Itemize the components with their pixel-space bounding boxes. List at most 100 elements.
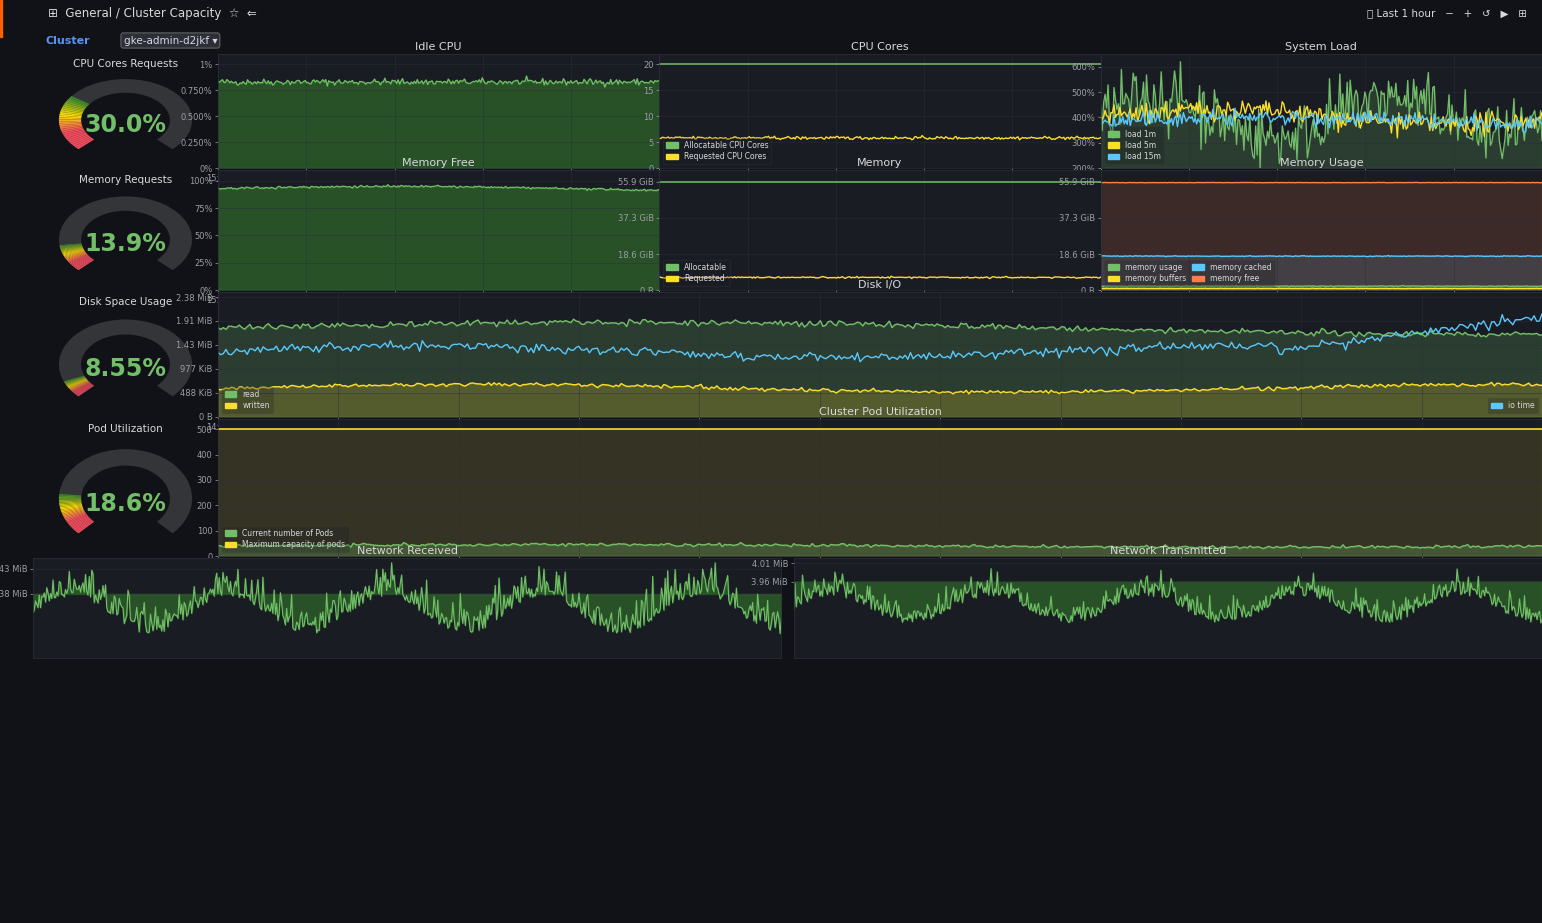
Wedge shape <box>63 376 85 382</box>
Wedge shape <box>74 384 91 393</box>
Wedge shape <box>62 128 83 135</box>
Wedge shape <box>68 380 88 389</box>
Wedge shape <box>69 380 88 390</box>
Wedge shape <box>69 255 88 264</box>
Title: Network Transmitted: Network Transmitted <box>1110 545 1226 556</box>
Wedge shape <box>63 249 85 256</box>
Wedge shape <box>59 319 193 396</box>
Wedge shape <box>60 246 83 251</box>
Legend: io time: io time <box>1488 398 1539 414</box>
Wedge shape <box>59 500 82 503</box>
Wedge shape <box>62 106 83 112</box>
Wedge shape <box>72 137 91 146</box>
Wedge shape <box>60 246 82 250</box>
Wedge shape <box>59 197 193 270</box>
Wedge shape <box>59 79 193 150</box>
Text: 30.0%: 30.0% <box>85 113 167 137</box>
Wedge shape <box>59 114 82 117</box>
Wedge shape <box>68 379 88 388</box>
Wedge shape <box>76 384 93 394</box>
Wedge shape <box>62 247 83 253</box>
Wedge shape <box>63 251 85 257</box>
Wedge shape <box>69 516 88 525</box>
Text: ⊞  General / Cluster Capacity  ☆  ⇐: ⊞ General / Cluster Capacity ☆ ⇐ <box>48 7 258 20</box>
Legend: Current number of Pods, Maximum capacity of pods: Current number of Pods, Maximum capacity… <box>222 526 348 552</box>
Wedge shape <box>59 497 82 498</box>
Wedge shape <box>59 117 82 120</box>
Wedge shape <box>71 381 89 390</box>
Text: Pod Utilization: Pod Utilization <box>88 425 163 435</box>
Wedge shape <box>60 112 82 116</box>
Text: Cluster: Cluster <box>45 35 89 45</box>
Wedge shape <box>65 378 86 385</box>
Wedge shape <box>60 126 83 131</box>
Text: ⏱ Last 1 hour   −   +   ↺   ▶   ⊞: ⏱ Last 1 hour − + ↺ ▶ ⊞ <box>1366 8 1527 18</box>
Title: Memory Free: Memory Free <box>402 158 475 168</box>
Wedge shape <box>62 509 83 515</box>
Wedge shape <box>60 244 82 247</box>
Wedge shape <box>59 498 82 499</box>
Title: Memory Usage: Memory Usage <box>1280 158 1363 168</box>
Wedge shape <box>62 507 83 512</box>
Wedge shape <box>65 378 85 384</box>
Wedge shape <box>60 503 82 507</box>
Wedge shape <box>74 258 93 268</box>
Wedge shape <box>63 509 85 517</box>
Wedge shape <box>72 383 91 392</box>
Wedge shape <box>77 259 94 270</box>
Wedge shape <box>65 101 86 109</box>
Bar <box>0 0 2 37</box>
Wedge shape <box>68 254 88 262</box>
Text: 18.6%: 18.6% <box>85 492 167 516</box>
Wedge shape <box>74 520 93 532</box>
Wedge shape <box>72 382 89 391</box>
Wedge shape <box>60 124 82 127</box>
Wedge shape <box>69 96 89 105</box>
Wedge shape <box>63 130 85 137</box>
Wedge shape <box>62 108 83 114</box>
Wedge shape <box>66 253 86 260</box>
Wedge shape <box>76 138 94 150</box>
Wedge shape <box>65 251 85 258</box>
Wedge shape <box>72 258 91 267</box>
Text: gke-admin-d2jkf ▾: gke-admin-d2jkf ▾ <box>123 35 217 45</box>
Wedge shape <box>74 138 93 148</box>
Wedge shape <box>66 100 88 107</box>
Wedge shape <box>71 382 89 390</box>
Wedge shape <box>65 377 85 384</box>
Title: Idle CPU: Idle CPU <box>415 42 463 52</box>
Wedge shape <box>66 378 86 385</box>
Wedge shape <box>62 249 83 255</box>
Wedge shape <box>74 258 91 268</box>
Wedge shape <box>71 517 89 528</box>
Title: Cluster Pod Utilization: Cluster Pod Utilization <box>819 407 942 417</box>
Wedge shape <box>62 508 83 514</box>
Wedge shape <box>63 102 85 110</box>
Wedge shape <box>65 377 85 383</box>
Text: 8.55%: 8.55% <box>85 357 167 381</box>
Legend: Allocatable CPU Cores, Requested CPU Cores: Allocatable CPU Cores, Requested CPU Cor… <box>663 138 771 164</box>
Wedge shape <box>66 252 86 259</box>
Wedge shape <box>62 247 83 252</box>
Wedge shape <box>69 381 89 390</box>
Wedge shape <box>68 255 88 263</box>
Title: Disk I/O: Disk I/O <box>859 280 902 290</box>
Wedge shape <box>59 502 82 506</box>
Wedge shape <box>60 244 82 246</box>
Wedge shape <box>59 119 82 122</box>
Wedge shape <box>77 385 94 396</box>
Wedge shape <box>63 250 85 256</box>
Wedge shape <box>77 386 94 396</box>
Wedge shape <box>66 513 86 521</box>
Wedge shape <box>76 521 93 533</box>
Wedge shape <box>59 450 193 533</box>
Title: CPU Cores: CPU Cores <box>851 42 908 52</box>
Wedge shape <box>71 382 89 391</box>
Wedge shape <box>68 379 86 387</box>
Legend: load 1m, load 5m, load 15m: load 1m, load 5m, load 15m <box>1104 126 1164 164</box>
Wedge shape <box>69 517 89 527</box>
Title: System Load: System Load <box>1286 42 1357 52</box>
Wedge shape <box>72 519 91 530</box>
Wedge shape <box>65 511 85 520</box>
Wedge shape <box>60 505 82 509</box>
